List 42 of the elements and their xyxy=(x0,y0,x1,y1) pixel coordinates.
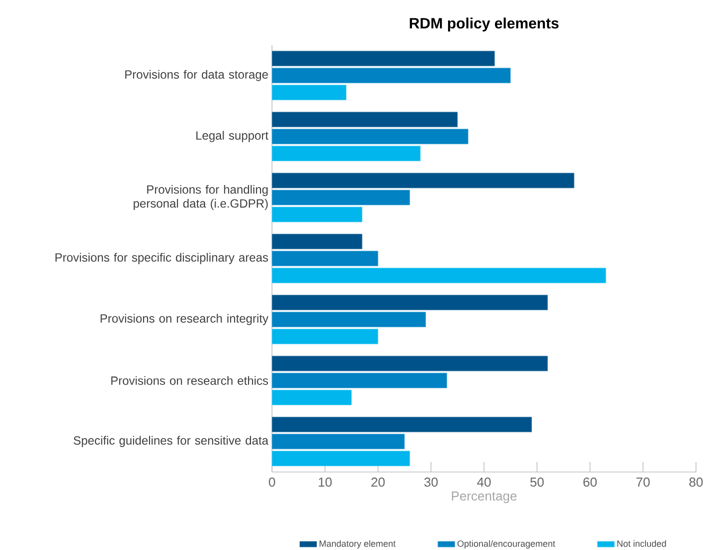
x-tick-label: 50 xyxy=(530,478,544,487)
bar xyxy=(272,372,448,388)
y-tick-label: Provisions for handling personal data (i.e.GDPR) xyxy=(134,184,268,210)
x-tick-label: 20 xyxy=(371,478,385,487)
y-tick-label: Specific guidelines for sensitive data xyxy=(74,436,268,448)
legend-label: Not included xyxy=(617,540,666,547)
y-tick-label: Provisions for data storage xyxy=(125,70,268,82)
y-tick-label: Provisions for specific disciplinary areas xyxy=(56,252,268,264)
x-axis-title: Percentage xyxy=(452,492,517,504)
bar xyxy=(272,172,574,188)
bar xyxy=(272,146,421,162)
x-tick-label: 10 xyxy=(318,478,332,487)
bar xyxy=(272,128,468,144)
bar xyxy=(272,234,362,250)
bar xyxy=(272,206,362,222)
y-tick-label: Provisions on research integrity xyxy=(100,314,268,326)
bar xyxy=(272,250,378,266)
x-tick-label: 60 xyxy=(583,478,597,487)
bar xyxy=(272,328,378,344)
bar xyxy=(272,312,426,328)
x-tick-label: 70 xyxy=(636,478,650,487)
bar xyxy=(272,84,346,100)
x-tick-label: 40 xyxy=(477,478,491,487)
bar xyxy=(272,190,410,206)
bar xyxy=(272,356,548,372)
bar xyxy=(272,390,352,406)
bar xyxy=(272,112,458,128)
x-tick-label: 80 xyxy=(689,478,703,487)
bar xyxy=(272,50,495,66)
y-tick-label: Legal support xyxy=(196,130,268,142)
legend-label: Mandatory element xyxy=(320,540,396,549)
legend-label: Optional/encouragement xyxy=(457,540,556,549)
bar xyxy=(272,416,532,432)
x-tick-label: 30 xyxy=(424,478,438,487)
chart-title: RDM policy elements xyxy=(410,18,559,32)
bar xyxy=(272,450,410,466)
bar xyxy=(272,294,548,310)
bar xyxy=(272,68,511,84)
bar xyxy=(272,268,606,284)
x-tick-label: 0 xyxy=(268,478,276,487)
bar xyxy=(272,434,405,450)
y-tick-label: Provisions on research ethics xyxy=(111,376,268,385)
